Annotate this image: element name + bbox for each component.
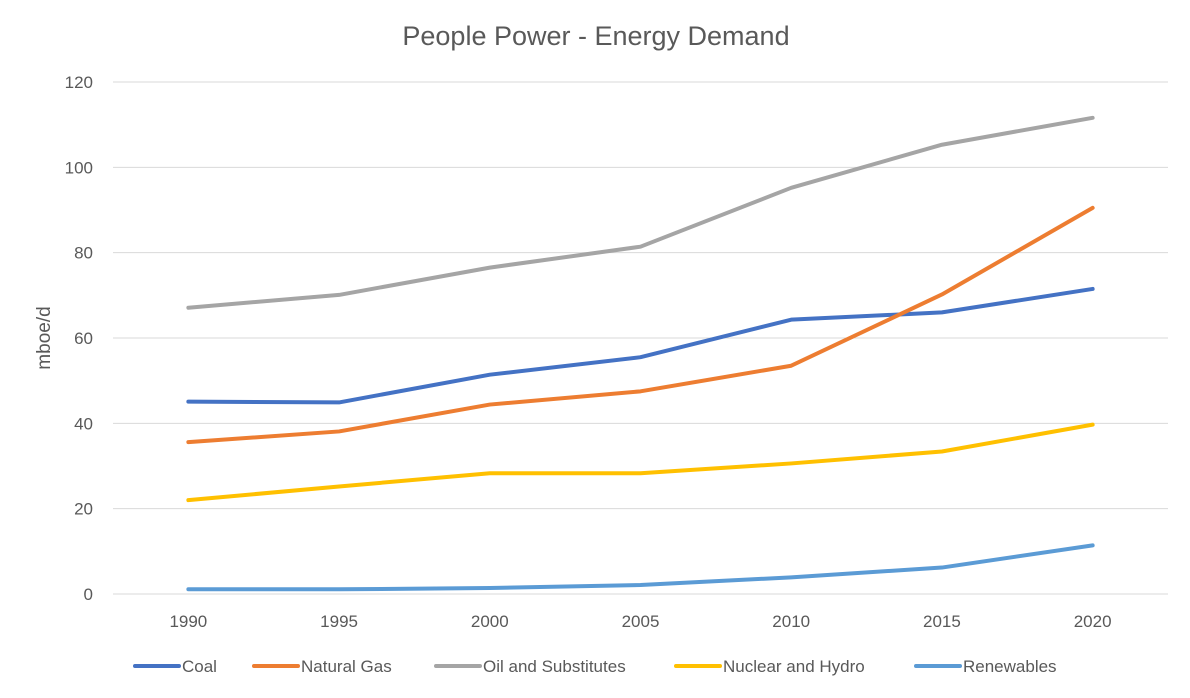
- y-tick-label: 80: [74, 244, 93, 263]
- legend-label-nuclear-and-hydro: Nuclear and Hydro: [723, 657, 865, 676]
- y-axis-ticks: 0 20 40 60 80 100 120: [65, 73, 93, 604]
- y-tick-label: 20: [74, 500, 93, 519]
- legend-label-natural-gas: Natural Gas: [301, 657, 392, 676]
- series-line-natural-gas: [186, 205, 1095, 445]
- grid-lines: [113, 81, 1168, 595]
- y-tick-label: 60: [74, 329, 93, 348]
- series-line-nuclear-and-hydro: [186, 422, 1095, 503]
- legend-label-coal: Coal: [182, 657, 217, 676]
- series-line-oil-and-substitutes: [186, 115, 1095, 310]
- series-lines: [186, 115, 1095, 592]
- legend: Coal Natural Gas Oil and Substitutes Nuclea…: [133, 657, 1057, 676]
- series-line-coal: [186, 286, 1095, 405]
- y-axis-label: mboe/d: [34, 306, 55, 369]
- x-axis-ticks: 1990 1995 2000 2005 2010 2015 2020: [169, 612, 1111, 631]
- x-tick-label: 2020: [1074, 612, 1112, 631]
- y-tick-label: 120: [65, 73, 93, 92]
- chart-title: People Power - Energy Demand: [402, 21, 789, 51]
- y-tick-label: 100: [65, 158, 93, 177]
- legend-label-renewables: Renewables: [963, 657, 1057, 676]
- x-tick-label: 2005: [622, 612, 660, 631]
- x-tick-label: 1990: [169, 612, 207, 631]
- series-line-renewables: [186, 543, 1095, 592]
- legend-label-oil-and-substitutes: Oil and Substitutes: [483, 657, 626, 676]
- x-tick-label: 1995: [320, 612, 358, 631]
- x-tick-label: 2015: [923, 612, 961, 631]
- y-tick-label: 40: [74, 414, 93, 433]
- x-tick-label: 2000: [471, 612, 509, 631]
- x-tick-label: 2010: [772, 612, 810, 631]
- y-tick-label: 0: [84, 585, 93, 604]
